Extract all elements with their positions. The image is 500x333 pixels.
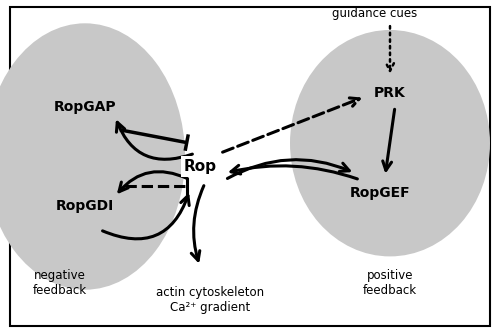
Text: RopGAP: RopGAP xyxy=(54,100,116,114)
Text: guidance cues: guidance cues xyxy=(332,7,418,20)
Text: PRK: PRK xyxy=(374,86,406,100)
Text: positive
feedback: positive feedback xyxy=(363,269,417,297)
Ellipse shape xyxy=(290,30,490,256)
Text: RopGDI: RopGDI xyxy=(56,199,114,213)
Text: Rop: Rop xyxy=(184,159,216,174)
Text: negative
feedback: negative feedback xyxy=(33,269,87,297)
Text: RopGEF: RopGEF xyxy=(350,186,410,200)
Text: actin cytoskeleton
Ca²⁺ gradient: actin cytoskeleton Ca²⁺ gradient xyxy=(156,286,264,314)
Ellipse shape xyxy=(0,23,185,290)
